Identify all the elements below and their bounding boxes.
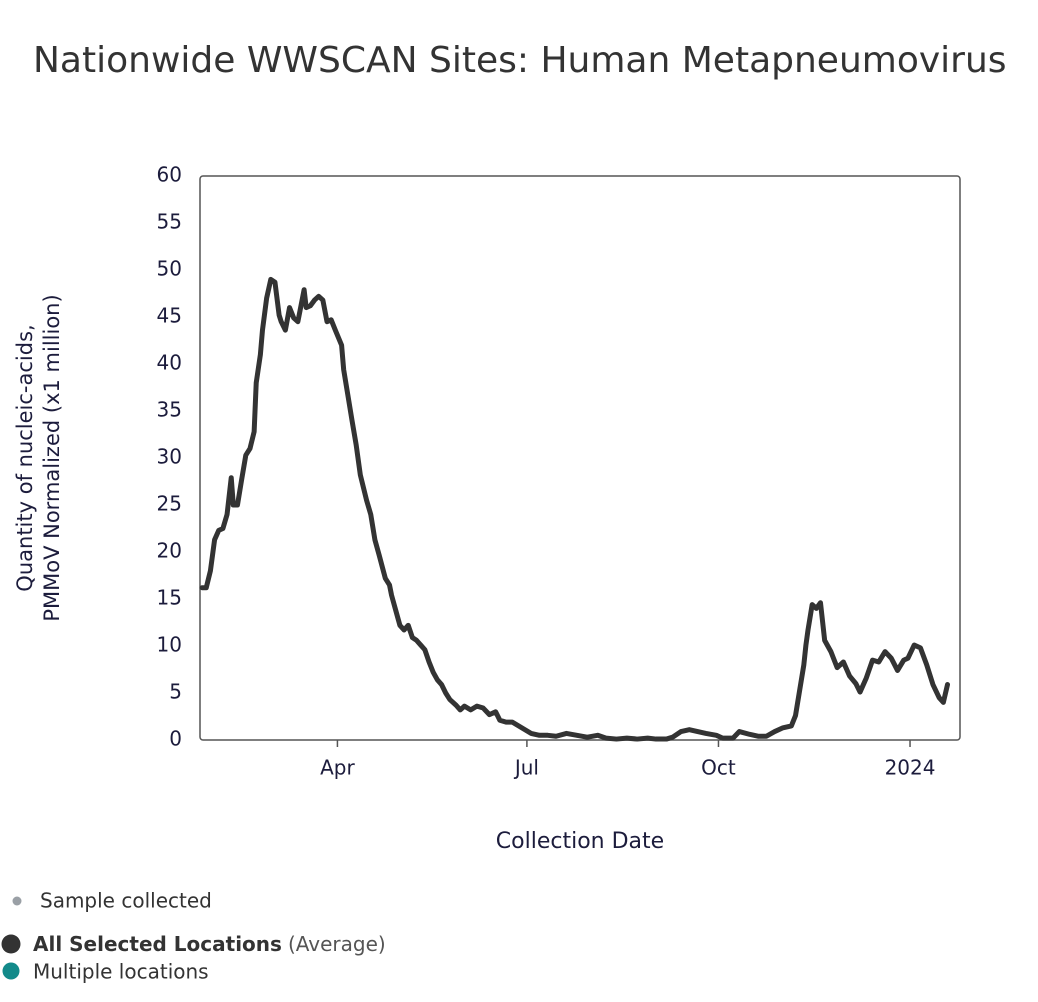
y-tick-label: 25 — [157, 492, 182, 516]
x-axis-title: Collection Date — [496, 829, 664, 854]
legend-label: Sample collected — [40, 889, 212, 913]
x-tick-label: Apr — [320, 756, 355, 780]
y-tick-label: 30 — [157, 445, 182, 469]
y-tick-label: 0 — [169, 727, 182, 751]
y-axis-title: Quantity of nucleic-acids, — [13, 324, 37, 591]
x-tick-label: Oct — [701, 756, 736, 780]
y-tick-label: 50 — [157, 257, 182, 281]
plot-frame — [199, 175, 961, 741]
legend-dot — [2, 962, 20, 980]
y-tick-label: 5 — [169, 680, 182, 704]
y-tick-label: 45 — [157, 304, 182, 328]
y-axis-title: PMMoV Normalized (x1 million) — [40, 294, 64, 621]
y-tick-label: 10 — [157, 633, 182, 657]
legend-dot — [12, 896, 22, 906]
y-tick-label: 55 — [157, 210, 182, 234]
legend-label: All Selected Locations (Average) — [33, 932, 386, 956]
y-tick-label: 20 — [157, 539, 182, 563]
y-tick-label: 15 — [157, 586, 182, 610]
y-tick-label: 35 — [157, 398, 182, 422]
x-tick-label: Jul — [513, 756, 539, 780]
data-line — [199, 276, 951, 742]
legend-dot — [1, 934, 21, 954]
legend-series-name: All Selected Locations — [33, 932, 282, 956]
y-tick-label: 60 — [157, 163, 182, 187]
x-tick-label: 2024 — [885, 756, 936, 780]
y-tick-label: 40 — [157, 351, 182, 375]
chart-title: Nationwide WWSCAN Sites: Human Metapneum… — [33, 40, 1007, 81]
legend-label: Multiple locations — [33, 960, 209, 984]
legend-series-note: (Average) — [288, 932, 386, 956]
